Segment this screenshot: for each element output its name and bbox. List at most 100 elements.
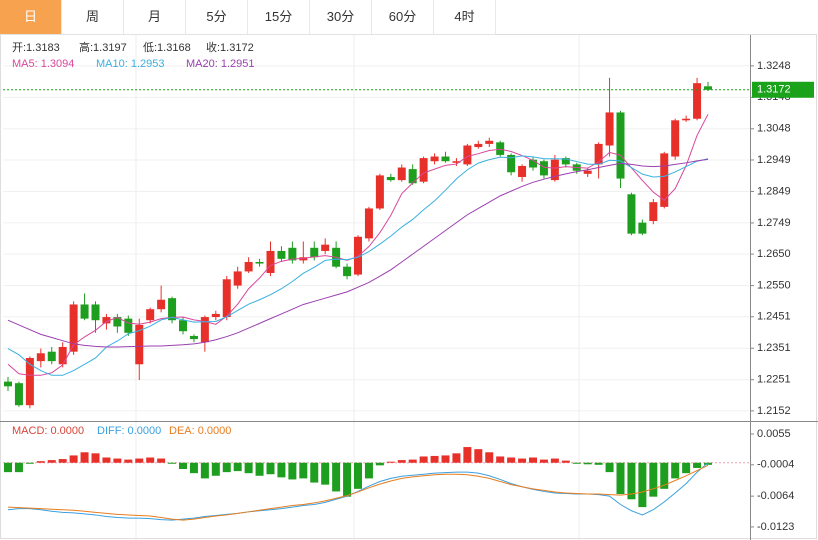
candle-body: [91, 304, 100, 321]
macd-bar: [299, 462, 308, 479]
candle-body: [58, 346, 67, 365]
y-tick-label: 1.2351: [757, 342, 791, 354]
candle-body: [386, 176, 395, 181]
macd-bar: [266, 462, 275, 475]
macd-bar: [594, 462, 603, 465]
candle-body: [430, 156, 439, 162]
legend-entry: MA20: 1.2951: [186, 58, 255, 70]
candle-body: [419, 158, 428, 182]
legend-entry: DEA: 0.0000: [169, 425, 231, 437]
candle-body: [157, 299, 166, 310]
period-tab[interactable]: 日: [0, 0, 62, 34]
ma-line: [7, 155, 709, 376]
candle-body: [638, 222, 647, 234]
macd-bar: [397, 460, 406, 463]
candle-body: [496, 142, 505, 155]
candle-body: [507, 154, 516, 173]
candle-body: [4, 381, 12, 387]
macd-bar: [649, 462, 658, 497]
macd-bar: [179, 462, 187, 469]
period-tab[interactable]: 5分: [186, 0, 248, 34]
macd-bar: [496, 456, 505, 463]
candle-body: [660, 153, 669, 207]
macd-bar: [660, 462, 669, 489]
macd-bar: [25, 462, 34, 464]
macd-bar: [222, 462, 231, 473]
period-tab[interactable]: 60分: [372, 0, 434, 34]
macd-bar: [14, 462, 23, 473]
candle-body: [616, 112, 625, 179]
tab-bar: 日周月 5分 15分 30分 60分 4时: [0, 0, 496, 35]
macd-bar: [518, 458, 527, 463]
candle-body: [266, 250, 275, 273]
candle-body: [299, 257, 308, 261]
candle-body: [605, 112, 614, 146]
macd-title: MACD: 0.0000: [12, 425, 84, 437]
macd-bar: [36, 461, 45, 463]
macd-bar: [452, 453, 461, 463]
candle-body: [649, 202, 658, 222]
candle-body: [222, 279, 231, 318]
candle-body: [408, 169, 417, 184]
macd-bar: [693, 462, 702, 468]
macd-bar: [485, 452, 494, 463]
macd-bar: [463, 447, 472, 463]
ma-line: [7, 158, 709, 348]
y-tick-label: -0.0064: [757, 490, 794, 502]
macd-bar: [157, 458, 166, 463]
macd-bar: [124, 459, 133, 463]
macd-bar: [321, 462, 330, 485]
candle-body: [375, 175, 384, 209]
macd-bar: [605, 462, 614, 473]
candle-body: [36, 353, 45, 362]
macd-bar: [441, 455, 450, 463]
ohlc-info: 低:1.3168: [143, 41, 191, 54]
macd-bar: [58, 459, 67, 463]
period-tab[interactable]: 15分: [248, 0, 310, 34]
macd-bar: [332, 462, 341, 492]
y-tick-label: 1.2251: [757, 374, 791, 386]
macd-bar: [550, 458, 559, 463]
candle-body: [441, 156, 450, 162]
macd-bar: [386, 461, 395, 463]
candle-body: [135, 324, 144, 365]
candle-body: [321, 244, 330, 251]
candle-body: [179, 320, 187, 332]
macd-bar: [135, 458, 144, 463]
candle-body: [124, 318, 133, 333]
macd-bar: [561, 460, 570, 463]
period-tab[interactable]: 30分: [310, 0, 372, 34]
legend-entry: MA10: 1.2953: [96, 58, 165, 70]
candle-body: [211, 313, 220, 318]
y-tick-label: 1.2650: [757, 248, 791, 260]
macd-bar: [189, 462, 198, 474]
macd-bar: [572, 462, 581, 464]
macd-bar: [168, 462, 177, 464]
macd-bar: [375, 462, 384, 466]
macd-bar: [244, 462, 253, 474]
macd-bar: [4, 462, 12, 473]
macd-bar: [529, 457, 537, 463]
candle-body: [200, 317, 209, 343]
macd-bar: [69, 455, 78, 463]
ohlc-info: 开:1.3183: [12, 42, 60, 54]
period-tab[interactable]: 月: [124, 0, 186, 34]
ma-line: [7, 114, 709, 376]
candle-body: [113, 317, 122, 327]
candle-body: [343, 266, 352, 277]
candle-body: [452, 161, 461, 163]
macd-bar: [146, 457, 155, 463]
indicator-line: [7, 464, 709, 521]
y-tick-label: 1.2949: [757, 154, 791, 166]
candle-body: [693, 83, 702, 119]
macd-bar: [354, 462, 362, 489]
candle-body: [594, 143, 603, 165]
y-tick-label: 1.2451: [757, 311, 791, 323]
period-tab[interactable]: 4时: [434, 0, 496, 34]
candle-body: [47, 351, 56, 362]
ohlc-info: 高:1.3197: [79, 40, 127, 54]
y-tick-label: 1.3248: [757, 60, 791, 72]
period-tab[interactable]: 周: [62, 0, 124, 34]
